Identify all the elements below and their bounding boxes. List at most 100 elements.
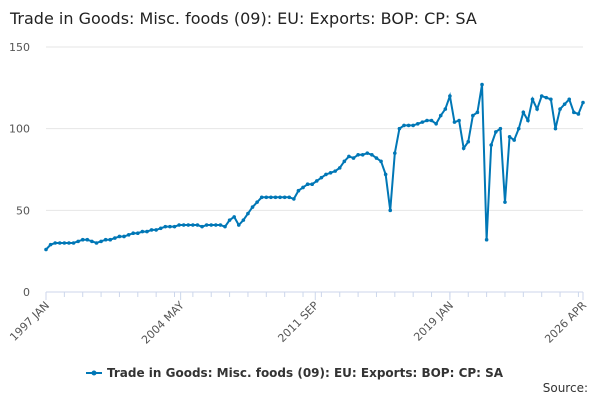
x-tick-label: 2019 JAN bbox=[411, 299, 456, 344]
point bbox=[168, 224, 172, 229]
point bbox=[57, 241, 62, 245]
series-line bbox=[45, 84, 584, 251]
point bbox=[567, 97, 572, 102]
point bbox=[461, 146, 466, 151]
point bbox=[498, 126, 503, 131]
point bbox=[145, 229, 149, 234]
point bbox=[48, 242, 53, 247]
point bbox=[264, 195, 269, 200]
point bbox=[292, 197, 296, 201]
legend-label: Trade in Goods: Misc. foods (09): EU: Ex… bbox=[107, 366, 504, 380]
point bbox=[255, 200, 259, 204]
point bbox=[324, 172, 328, 177]
x-tick-label: 2004 MAY bbox=[139, 299, 187, 347]
point bbox=[209, 223, 214, 227]
point bbox=[122, 234, 126, 239]
x-tick-label: 2026 APR bbox=[542, 299, 589, 346]
point bbox=[530, 97, 535, 102]
point bbox=[158, 226, 163, 231]
point bbox=[576, 112, 581, 116]
x-tick-label: 1997 JAN bbox=[7, 299, 52, 344]
point bbox=[172, 224, 177, 229]
point bbox=[301, 185, 305, 190]
point bbox=[356, 153, 360, 157]
point bbox=[448, 94, 452, 98]
point bbox=[94, 241, 99, 245]
point bbox=[76, 239, 80, 244]
point bbox=[365, 151, 370, 155]
point bbox=[126, 233, 131, 237]
point bbox=[113, 236, 117, 240]
point bbox=[241, 218, 246, 222]
point bbox=[319, 175, 324, 180]
point bbox=[443, 107, 448, 111]
point bbox=[200, 224, 204, 229]
y-tick-label: 100 bbox=[9, 123, 30, 136]
point bbox=[333, 169, 337, 173]
point bbox=[507, 135, 512, 139]
point bbox=[581, 100, 585, 105]
point bbox=[269, 195, 273, 200]
point bbox=[117, 234, 122, 239]
point bbox=[80, 237, 85, 242]
point bbox=[342, 159, 347, 164]
point bbox=[181, 223, 186, 227]
point bbox=[388, 208, 393, 213]
point bbox=[347, 154, 351, 159]
point bbox=[425, 118, 429, 123]
point bbox=[484, 237, 489, 242]
point bbox=[99, 239, 103, 244]
point bbox=[489, 143, 494, 147]
point bbox=[62, 241, 67, 245]
point bbox=[140, 229, 145, 234]
point bbox=[108, 237, 113, 242]
point bbox=[177, 223, 181, 227]
point bbox=[227, 218, 232, 222]
point bbox=[232, 215, 236, 219]
point bbox=[411, 123, 415, 128]
source: Source: bbox=[543, 381, 588, 395]
point bbox=[475, 110, 480, 115]
y-tick-label: 0 bbox=[23, 286, 30, 299]
point bbox=[438, 113, 443, 118]
point bbox=[131, 231, 136, 235]
point bbox=[383, 172, 388, 177]
point bbox=[191, 223, 195, 227]
point bbox=[44, 247, 48, 252]
point bbox=[503, 200, 507, 204]
point bbox=[53, 241, 57, 245]
point bbox=[521, 110, 526, 115]
point bbox=[466, 139, 471, 144]
point bbox=[236, 223, 241, 227]
point bbox=[553, 126, 558, 131]
point bbox=[214, 223, 218, 227]
legend-marker bbox=[91, 370, 97, 376]
point bbox=[535, 107, 539, 111]
point bbox=[71, 241, 76, 245]
point bbox=[282, 195, 287, 200]
point bbox=[218, 223, 223, 227]
point bbox=[429, 118, 434, 123]
point bbox=[526, 118, 530, 123]
point bbox=[572, 110, 576, 115]
chart-title: Trade in Goods: Misc. foods (09): EU: Ex… bbox=[9, 9, 477, 28]
point bbox=[259, 195, 264, 200]
point bbox=[379, 159, 383, 164]
point bbox=[406, 123, 411, 128]
point bbox=[415, 121, 420, 126]
point bbox=[471, 113, 475, 118]
point bbox=[558, 107, 562, 111]
point bbox=[186, 223, 191, 227]
point bbox=[328, 170, 333, 175]
point bbox=[360, 153, 365, 157]
point bbox=[85, 237, 90, 242]
point bbox=[539, 94, 544, 98]
point bbox=[434, 121, 438, 126]
point bbox=[337, 166, 342, 170]
point bbox=[493, 130, 498, 134]
x-tick-label: 2011 SEP bbox=[275, 299, 321, 345]
y-tick-label: 50 bbox=[16, 204, 30, 217]
point bbox=[402, 123, 406, 128]
point bbox=[374, 156, 379, 160]
